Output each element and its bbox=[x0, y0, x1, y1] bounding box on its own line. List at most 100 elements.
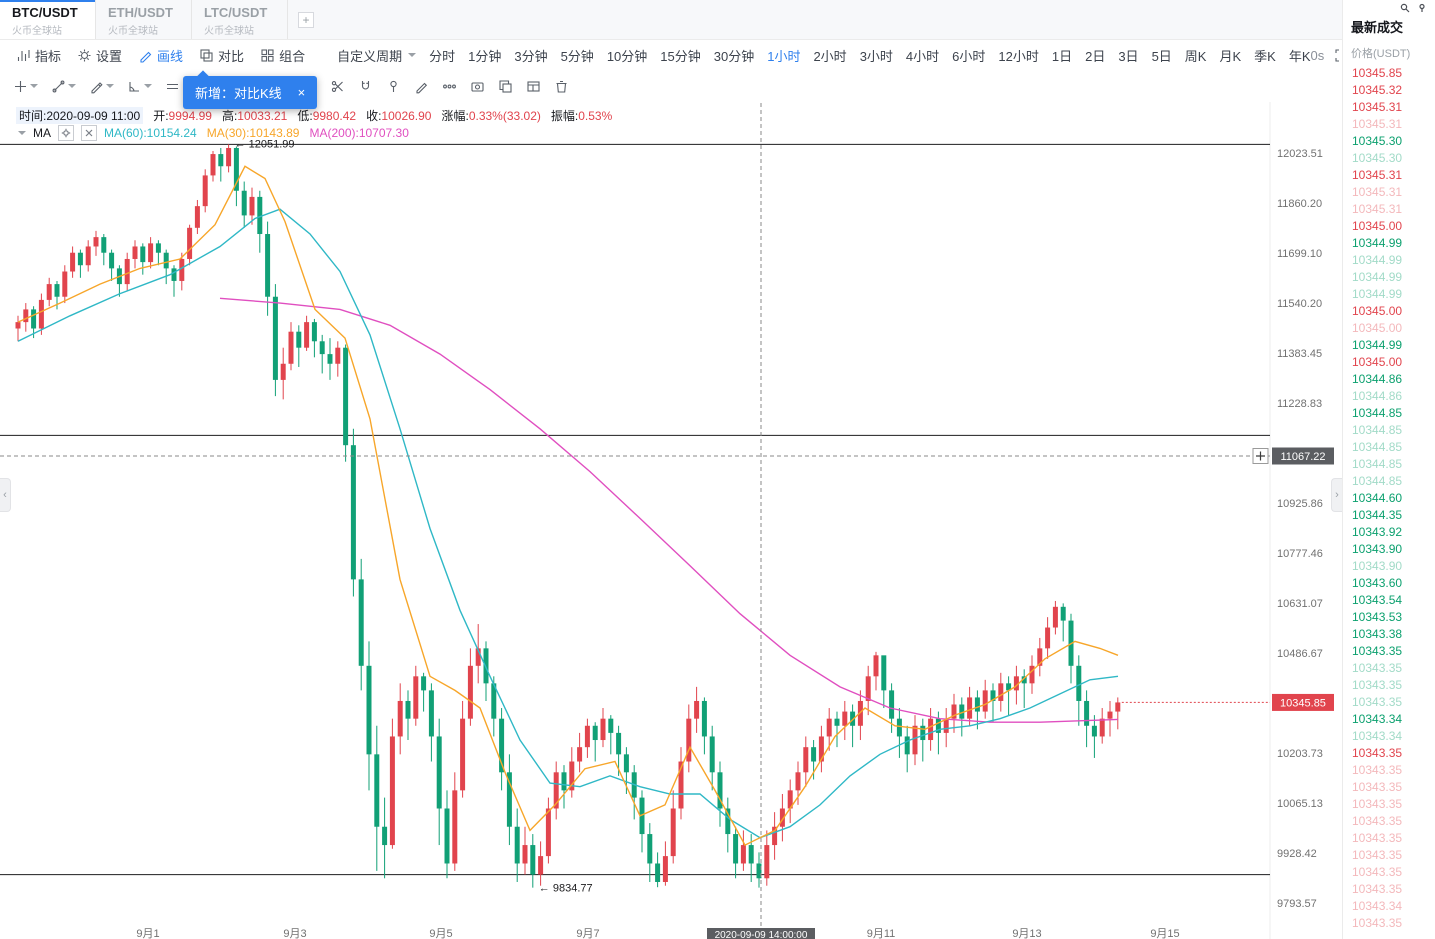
screenshot-tool-icon bbox=[470, 79, 485, 94]
svg-text:9月15: 9月15 bbox=[1150, 928, 1179, 939]
indicators-button[interactable]: 指标 bbox=[16, 46, 61, 65]
period-15分钟[interactable]: 15分钟 bbox=[660, 48, 701, 64]
trade-price-row: 10345.30 bbox=[1352, 134, 1403, 148]
magnet-tool-button[interactable] bbox=[358, 79, 373, 94]
bar-time: 时间:2020-09-09 11:00 bbox=[16, 107, 144, 124]
period-5日[interactable]: 5日 bbox=[1151, 48, 1172, 64]
tab-exchange-label: 火币全球站 bbox=[204, 26, 254, 37]
period-12小时[interactable]: 12小时 bbox=[998, 48, 1039, 64]
custom-period-button[interactable]: 自定义周期 bbox=[337, 46, 417, 65]
trade-price-row: 10343.90 bbox=[1352, 559, 1403, 573]
period-selector: 分时 1分钟 3分钟 5分钟 10分钟 15分钟 30分钟 1小时 2小时 3小时 4小时 6小时 12… bbox=[416, 46, 1310, 65]
trade-price-row: 10343.90 bbox=[1352, 542, 1403, 556]
period-1日[interactable]: 1日 bbox=[1051, 48, 1073, 64]
trade-price-row: 10343.92 bbox=[1352, 525, 1403, 539]
period-2小时[interactable]: 2小时 bbox=[813, 48, 847, 64]
symbol-tab-ltc[interactable]: LTC/USDT 火币全球站 bbox=[192, 0, 288, 39]
pin-tool-button[interactable] bbox=[386, 79, 401, 94]
ma-close-icon[interactable] bbox=[81, 125, 97, 141]
period-年K[interactable]: 年K bbox=[1288, 48, 1311, 64]
trade-price-row: 10344.85 bbox=[1352, 474, 1403, 488]
period-1小时[interactable]: 1小时 bbox=[767, 48, 801, 64]
period-1分钟[interactable]: 1分钟 bbox=[468, 48, 502, 64]
trade-price-row: 10343.35 bbox=[1352, 661, 1403, 675]
trade-price-row: 10343.35 bbox=[1352, 797, 1403, 811]
trade-price-row: 10343.35 bbox=[1352, 865, 1403, 879]
tab-exchange-label: 火币全球站 bbox=[108, 26, 158, 37]
pin-icon[interactable] bbox=[1417, 3, 1427, 13]
brush-tool-icon bbox=[89, 79, 104, 94]
period-月K[interactable]: 月K bbox=[1219, 48, 1242, 64]
trade-price-row: 10344.86 bbox=[1352, 372, 1403, 386]
beads-tool-button[interactable] bbox=[442, 79, 457, 94]
screenshot-tool-button[interactable] bbox=[470, 79, 485, 94]
period-3日[interactable]: 3日 bbox=[1118, 48, 1139, 64]
parallel-tool-button[interactable] bbox=[165, 79, 180, 94]
trade-price-row: 10343.34 bbox=[1352, 712, 1403, 726]
angle-tool-button[interactable] bbox=[127, 79, 152, 94]
svg-text:9月11: 9月11 bbox=[867, 928, 896, 939]
draw-line-button[interactable]: 画线 bbox=[138, 46, 183, 65]
candlestick-chart[interactable]: 12023.51 11860.20 11699.10 11540.20 11383.45… bbox=[0, 0, 1342, 939]
trade-price-row: 10343.38 bbox=[1352, 627, 1403, 641]
brush-tool-button[interactable] bbox=[89, 79, 114, 94]
close-icon[interactable]: × bbox=[297, 85, 306, 100]
fullscreen-icon[interactable] bbox=[1334, 48, 1342, 63]
period-10分钟[interactable]: 10分钟 bbox=[606, 48, 648, 64]
collapse-left-handle[interactable]: ‹ bbox=[0, 478, 11, 512]
trade-price-row: 10345.31 bbox=[1352, 117, 1403, 131]
crosshair-tool-icon bbox=[13, 79, 28, 94]
period-季K[interactable]: 季K bbox=[1254, 48, 1276, 64]
copy-tool-button[interactable] bbox=[498, 79, 513, 94]
trash-tool-icon bbox=[554, 79, 569, 94]
gear-icon bbox=[77, 48, 92, 63]
indicator-icon bbox=[16, 48, 31, 63]
trade-price-row: 10344.85 bbox=[1352, 457, 1403, 471]
trash-tool-button[interactable] bbox=[554, 79, 569, 94]
panel-tool-button[interactable] bbox=[526, 79, 541, 94]
period-2日[interactable]: 2日 bbox=[1085, 48, 1106, 64]
period-分时[interactable]: 分时 bbox=[429, 48, 456, 64]
period-30分钟[interactable]: 30分钟 bbox=[713, 48, 755, 64]
search-icon[interactable] bbox=[1400, 3, 1410, 13]
chevron-down-icon[interactable] bbox=[18, 131, 26, 135]
svg-text:10486.67: 10486.67 bbox=[1277, 648, 1323, 660]
ohlc-field: 振幅:0.53% bbox=[550, 109, 613, 123]
trades-price-header: 价格(USDT) bbox=[1351, 48, 1411, 60]
settings-button[interactable]: 设置 bbox=[77, 46, 122, 65]
ohlc-field: 涨幅:0.33%(33.02) bbox=[441, 109, 541, 123]
ma-value: MA(30):10143.89 bbox=[206, 126, 300, 140]
trade-price-row: 10343.35 bbox=[1352, 780, 1403, 794]
period-5分钟[interactable]: 5分钟 bbox=[560, 48, 594, 64]
chart-pane: 12023.51 11860.20 11699.10 11540.20 11383.45… bbox=[0, 0, 1342, 939]
svg-text:← 9834.77: ← 9834.77 bbox=[539, 883, 593, 895]
magnet-tool-icon bbox=[358, 79, 373, 94]
compare-button[interactable]: 对比 bbox=[199, 46, 244, 65]
symbol-tab-btc[interactable]: BTC/USDT 火币全球站 bbox=[0, 0, 96, 39]
crosshair-tool-button[interactable] bbox=[13, 79, 38, 94]
scissors-tool-button[interactable] bbox=[330, 79, 345, 94]
collapse-right-handle[interactable]: › bbox=[1331, 478, 1342, 512]
panel-tool-icon bbox=[526, 79, 541, 94]
period-6小时[interactable]: 6小时 bbox=[952, 48, 986, 64]
pencil-icon bbox=[138, 48, 153, 63]
ma-value: MA(200):10707.30 bbox=[309, 126, 409, 140]
period-周K[interactable]: 周K bbox=[1184, 48, 1207, 64]
svg-text:11383.45: 11383.45 bbox=[1277, 348, 1322, 360]
trades-title: 最新成交 bbox=[1351, 20, 1404, 35]
svg-text:11228.83: 11228.83 bbox=[1277, 398, 1322, 410]
layout-button[interactable]: 组合 bbox=[260, 46, 305, 65]
pencil-tool-button[interactable] bbox=[414, 79, 429, 94]
symbol-tab-eth[interactable]: ETH/USDT 火币全球站 bbox=[96, 0, 192, 39]
add-tab-button[interactable]: + bbox=[298, 12, 314, 28]
period-4小时[interactable]: 4小时 bbox=[905, 48, 940, 64]
trade-price-row: 10345.00 bbox=[1352, 355, 1403, 369]
trade-price-row: 10345.31 bbox=[1352, 100, 1403, 114]
pin-tool-icon bbox=[386, 79, 401, 94]
ma-settings-icon[interactable] bbox=[58, 125, 74, 141]
trendline-tool-button[interactable] bbox=[51, 79, 76, 94]
trades-panel: 最新成交 价格(USDT) 10345.85 10345.32 10345.31 10… bbox=[1342, 0, 1435, 939]
period-3小时[interactable]: 3小时 bbox=[859, 48, 893, 64]
period-3分钟[interactable]: 3分钟 bbox=[514, 48, 548, 64]
